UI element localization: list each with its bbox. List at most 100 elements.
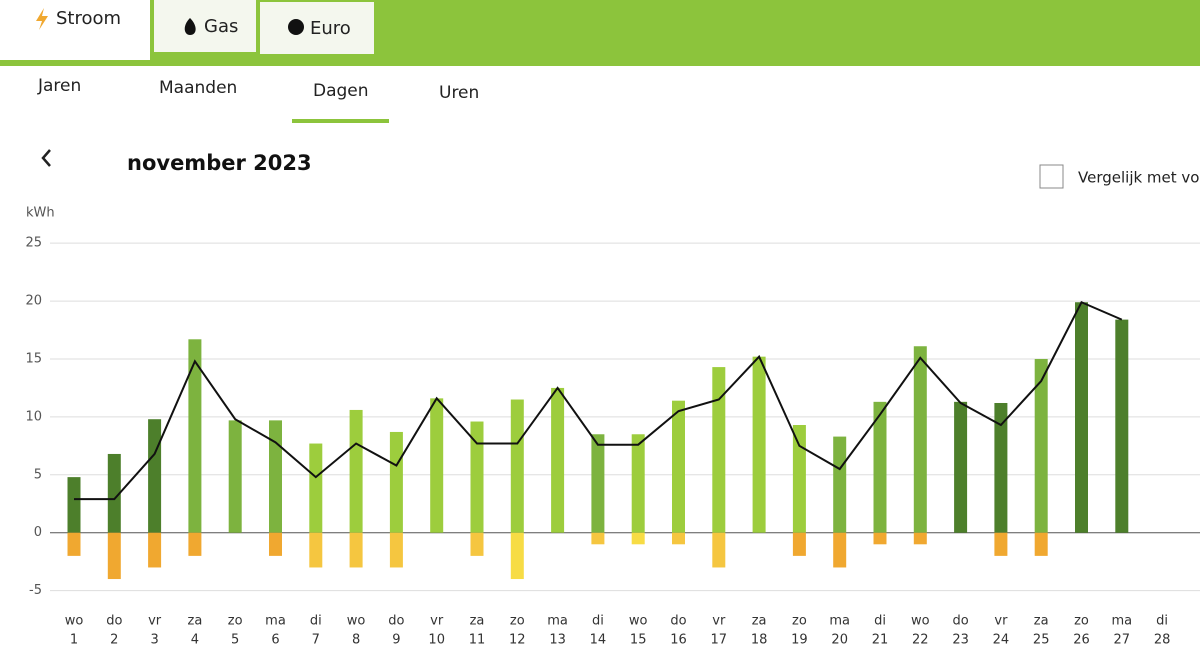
x-tick-label: di (310, 614, 322, 629)
x-tick-label: 27 (1114, 633, 1131, 648)
bar (672, 532, 685, 545)
x-tick-label: zo (1074, 614, 1089, 629)
icon-euro (288, 19, 304, 35)
bar (792, 532, 806, 556)
bar (792, 425, 806, 533)
x-tick-label: vr (430, 614, 444, 629)
x-tick-label: ma (829, 614, 850, 629)
bar (107, 453, 121, 533)
x-tick-label: 14 (590, 633, 607, 648)
x-tick-label: 12 (509, 633, 526, 648)
bar (1034, 358, 1048, 533)
y-tick-label: 0 (34, 525, 42, 540)
bar (67, 532, 81, 556)
tab-gas[interactable] (154, 0, 256, 52)
bar (1115, 319, 1129, 533)
bar (510, 399, 524, 533)
x-tick-label: 28 (1154, 633, 1171, 648)
bar (913, 346, 927, 533)
tab-stroom[interactable] (0, 0, 150, 60)
bar (873, 532, 887, 545)
bar (67, 477, 81, 533)
bar (672, 400, 685, 533)
bar (833, 532, 847, 568)
x-tick-label: 6 (271, 633, 279, 648)
bar (631, 532, 645, 545)
x-tick-label: vr (148, 614, 162, 629)
bar (389, 532, 403, 568)
bar (631, 434, 645, 533)
bar (148, 532, 162, 568)
bar (430, 398, 444, 533)
bar (309, 532, 323, 568)
x-tick-label: do (106, 614, 122, 629)
x-tick-label: 18 (751, 633, 768, 648)
x-tick-label: zo (510, 614, 525, 629)
y-tick-label: -5 (29, 583, 42, 598)
x-tick-label: wo (911, 614, 930, 629)
y-tick-label: 10 (25, 409, 42, 424)
x-tick-label: ma (1111, 614, 1132, 629)
bar (1075, 302, 1088, 533)
y-tick-label: 5 (34, 467, 42, 482)
icon-flame (184, 18, 196, 35)
chart: -5 0 5 10 15 20 25 wo 1 do 2 vr 3 za 4 zo 5 ma 6 di 7 wo 8 do 9 v… (25, 236, 1200, 648)
subtab[interactable]: Dagen (313, 81, 369, 101)
x-tick-label: 4 (191, 633, 199, 648)
x-tick-label: zo (228, 614, 243, 629)
bar (148, 419, 162, 533)
tab-label[interactable]: Gas (204, 16, 238, 37)
x-tick-label: 13 (549, 633, 566, 648)
x-tick-label: wo (629, 614, 648, 629)
x-tick-label: ma (265, 614, 286, 629)
x-tick-label: 25 (1033, 633, 1050, 648)
subtab[interactable]: Uren (439, 83, 479, 103)
period-title: november 2023 (127, 151, 312, 175)
icon-bolt (36, 8, 48, 30)
bar (188, 339, 202, 533)
bar (712, 367, 726, 533)
x-tick-label: 10 (428, 633, 445, 648)
bar (309, 443, 323, 533)
x-tick-label: 23 (952, 633, 969, 648)
x-tick-label: 1 (70, 633, 78, 648)
bar (994, 402, 1008, 533)
x-tick-label: vr (994, 614, 1008, 629)
x-tick-label: 21 (872, 633, 889, 648)
bar (510, 532, 524, 580)
x-tick-label: 17 (711, 633, 728, 648)
compare-checkbox[interactable] (1039, 164, 1064, 189)
x-tick-label: zo (792, 614, 807, 629)
subtab[interactable]: Jaren (37, 76, 81, 96)
x-tick-label: do (670, 614, 686, 629)
y-tick-label: 25 (25, 236, 42, 251)
tab-euro[interactable] (260, 2, 374, 54)
x-tick-label: 16 (670, 633, 687, 648)
tab-label[interactable]: Euro (310, 18, 351, 39)
x-tick-label: 15 (630, 633, 647, 648)
x-tick-label: 24 (993, 633, 1010, 648)
y-tick-label: 20 (25, 294, 42, 309)
bar (833, 436, 847, 533)
x-tick-label: 20 (831, 633, 848, 648)
x-tick-label: vr (712, 614, 726, 629)
back-arrow[interactable] (41, 149, 51, 167)
bar (228, 420, 242, 533)
bar (913, 532, 927, 545)
subtab-underline (292, 119, 389, 123)
x-tick-label: 26 (1073, 633, 1090, 648)
compare-label[interactable]: Vergelijk met vo (1078, 169, 1199, 187)
bar (188, 532, 202, 556)
bar (954, 401, 968, 533)
bar (470, 421, 484, 533)
x-tick-label: 9 (392, 633, 400, 648)
tab-label[interactable]: Stroom (56, 8, 121, 29)
bar (269, 420, 282, 533)
x-tick-label: ma (547, 614, 568, 629)
y-axis-label: kWh (26, 206, 55, 221)
subtab[interactable]: Maanden (159, 78, 237, 98)
x-tick-label: di (1156, 614, 1168, 629)
bar (591, 532, 605, 545)
x-tick-label: di (874, 614, 886, 629)
